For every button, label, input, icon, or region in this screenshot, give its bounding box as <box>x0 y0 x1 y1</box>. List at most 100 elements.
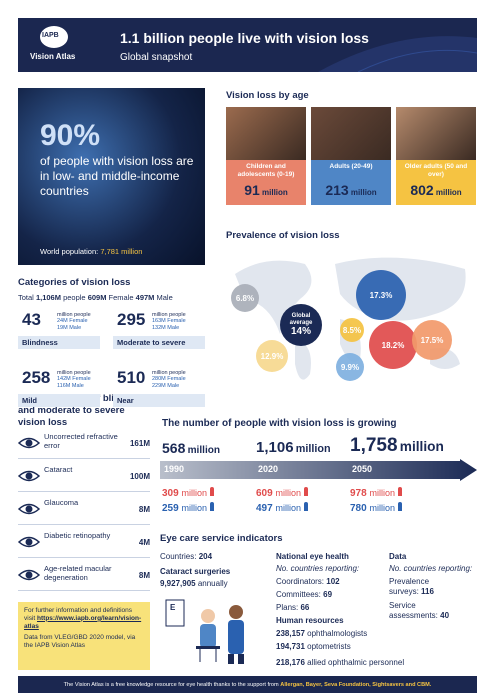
category-value: 258 <box>22 368 51 387</box>
category-label: Mild <box>18 394 100 407</box>
category-detail: million people 163M Female 132M Male <box>152 312 186 331</box>
category-unit: million people <box>152 312 186 318</box>
growth-female: 309 <box>162 488 179 499</box>
age-unit: million <box>435 188 462 197</box>
age-photo <box>311 107 391 160</box>
prevalence-bubble: 17.3% <box>356 270 406 320</box>
growth-unit: million <box>275 488 301 498</box>
age-unit: million <box>350 188 377 197</box>
category-female: 280M Female <box>152 376 186 383</box>
hr-label: allied ophthalmic personnel <box>307 658 405 667</box>
growth-total-line: 1,106 million <box>256 439 331 457</box>
prevalence-bubble: 6.8% <box>231 284 259 312</box>
growth-female-line: 609 million <box>256 487 308 500</box>
category-value: 510 <box>117 368 146 387</box>
national-label: Plans: <box>276 603 299 612</box>
hr-label: optometrists <box>307 642 351 651</box>
subtitle: Global snapshot <box>120 52 193 63</box>
female-label: Female <box>108 293 134 302</box>
cataract-value: 9,927,905 <box>160 579 196 588</box>
cause-icon <box>18 569 40 581</box>
category-label: Blindness <box>18 336 100 349</box>
growth-unit: million <box>275 503 301 513</box>
age-title: Vision loss by age <box>226 90 309 101</box>
female-value: 609M <box>87 293 107 302</box>
growth-male: 497 <box>256 503 273 514</box>
male-value: 497M <box>135 293 155 302</box>
world-map <box>235 257 466 380</box>
growth-female-icon <box>303 487 308 496</box>
prevalence-bubble: 8.5% <box>340 318 364 342</box>
category-female: 163M Female <box>152 318 186 325</box>
age-value: 802 <box>410 182 434 198</box>
data-label: Prevalence surveys: <box>389 577 430 596</box>
data-item: Prevalence surveys: 116 <box>389 577 459 596</box>
cause-row: Uncorrected refractive error 161M <box>18 428 150 459</box>
services-title: Eye care service indicators <box>160 533 283 544</box>
hero-text: of people with vision loss are in low- a… <box>40 154 194 198</box>
growth-male-icon <box>303 502 308 511</box>
growth-unit: million <box>181 503 207 513</box>
logo: IAPB <box>42 32 59 39</box>
growth-unit: million <box>369 503 395 513</box>
logo-sub: Vision Atlas <box>30 52 76 61</box>
cause-row: Cataract 100M <box>18 461 150 492</box>
prevalence-bubble: 17.5% <box>412 320 452 360</box>
growth-male-line: 780 million <box>350 502 402 515</box>
growth-year: 2050 <box>352 464 373 474</box>
cause-row: Glaucoma 8M <box>18 494 150 525</box>
national-value: 102 <box>326 577 340 586</box>
data-label: Service assessments: <box>389 601 438 620</box>
growth-total: 1,106 <box>256 439 294 456</box>
age-value: 213 <box>325 182 349 198</box>
categories-total: Total 1,106M people 609M Female 497M Mal… <box>18 293 173 302</box>
cause-label: Diabetic retinopathy <box>44 531 111 540</box>
category-female: 24M Female <box>57 318 88 325</box>
age-unit: million <box>262 188 288 197</box>
data-value: 40 <box>440 610 450 620</box>
hr-value: 238,157 <box>276 629 305 638</box>
info-source: Data from VLEG/GBD 2020 model, via the I… <box>24 634 136 650</box>
age-photo <box>396 107 476 160</box>
national-value: 69 <box>323 590 333 599</box>
category-male: 19M Male <box>57 324 82 331</box>
age-photo <box>226 107 306 160</box>
category-label: Moderate to severe <box>113 336 205 349</box>
category-male: 116M Male <box>57 382 84 389</box>
footer-text: The Vision Atlas is a free knowledge res… <box>63 681 279 688</box>
hr-item: 218,176 allied ophthalmic personnel <box>276 658 404 668</box>
growth-male: 259 <box>162 503 179 514</box>
cause-icon <box>18 437 40 449</box>
category-value: 295 <box>117 310 146 329</box>
growth-total: 568 <box>162 440 186 456</box>
population: World population: 7,781 million <box>40 247 142 256</box>
countries-label: Countries: <box>160 552 197 561</box>
hero-percent: 90% <box>40 119 101 152</box>
footer-sponsors: Allergan, Bayer, Seva Foundation, Sights… <box>280 681 432 688</box>
data-reporting: No. countries reporting: <box>389 564 473 573</box>
category-unit: million people <box>57 370 91 376</box>
category-detail: million people 24M Female 19M Male <box>57 312 91 331</box>
cause-row: Age-related macular degeneration 8M <box>18 560 150 591</box>
growth-year: 1990 <box>164 464 185 474</box>
category-detail: million people 280M Female 229M Male <box>152 370 186 389</box>
national-label: Coordinators: <box>276 577 325 586</box>
age-label: Children and adolescents (0-19) <box>237 163 295 178</box>
category-detail: million people 142M Female 116M Male <box>57 370 91 389</box>
cause-label: Uncorrected refractive error <box>44 432 118 450</box>
illustration: E <box>165 599 244 664</box>
growth-female: 609 <box>256 488 273 499</box>
cause-icon <box>18 470 40 482</box>
growth-unit: million <box>181 488 207 498</box>
growth-total: 1,758 <box>350 435 398 456</box>
footer: The Vision Atlas is a free knowledge res… <box>18 676 477 693</box>
total-label: Total <box>18 293 34 302</box>
info-url[interactable]: https://www.iapb.org/learn/vision-atlas <box>24 614 142 630</box>
national-item: Committees: 69 <box>276 590 332 600</box>
age-label: Older adults (50 and over) <box>404 163 468 178</box>
hr-value: 218,176 <box>276 658 305 667</box>
category-unit: million people <box>57 312 91 318</box>
cause-icon <box>18 536 40 548</box>
prevalence-bubble: 12.9% <box>256 340 288 372</box>
growth-female-line: 978 million <box>350 487 402 500</box>
